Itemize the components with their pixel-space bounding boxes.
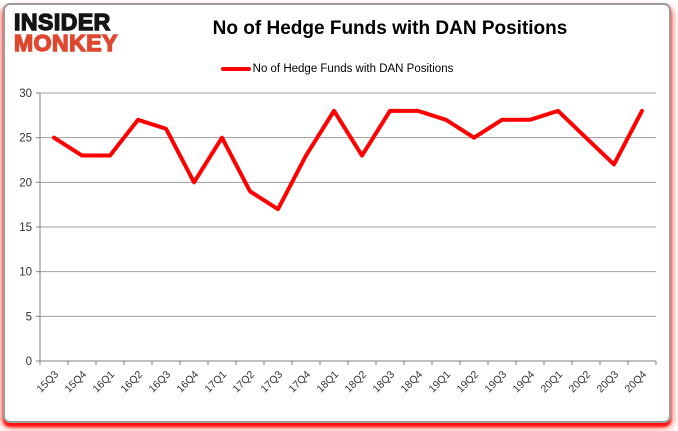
x-axis-label: 17Q4 — [286, 369, 313, 396]
x-axis-label: 18Q3 — [370, 369, 397, 396]
line-chart-svg: 0 5 10 15 20 25 30 15Q3 15Q4 16Q1 16Q2 16Q3 16Q4 17Q1… — [19, 88, 657, 396]
legend-label: No of Hedge Funds with DAN Positions — [252, 63, 454, 75]
x-axis-label: 16Q3 — [146, 369, 173, 396]
x-axis-label: 18Q1 — [314, 369, 341, 396]
y-axis-label: 10 — [19, 267, 32, 279]
y-axis-label: 0 — [26, 356, 32, 368]
legend: No of Hedge Funds with DAN Positions — [5, 63, 669, 75]
x-axis-label: 16Q4 — [174, 369, 201, 396]
chart-title: No of Hedge Funds with DAN Positions — [212, 18, 568, 39]
x-axis-label: 17Q3 — [258, 369, 285, 396]
x-axis-label: 18Q2 — [342, 369, 369, 396]
series-line — [52, 108, 644, 212]
x-axis-label: 15Q3 — [34, 369, 61, 396]
x-axis-label: 16Q2 — [118, 369, 145, 396]
x-axis-label: 19Q3 — [482, 369, 509, 396]
x-axis-label: 19Q1 — [426, 369, 453, 396]
x-axis-label: 16Q1 — [90, 369, 117, 396]
x-axis-label: 20Q2 — [566, 369, 593, 396]
legend-line-swatch-icon — [220, 67, 251, 71]
y-axis-label: 30 — [19, 88, 32, 100]
x-axis-label: 17Q1 — [202, 369, 229, 396]
x-axis-label: 18Q4 — [398, 369, 425, 396]
x-axis-label: 19Q4 — [510, 369, 537, 396]
chart-card: INSIDER MONKEY No of Hedge Funds with DA… — [3, 3, 671, 423]
x-axis-label: 19Q2 — [454, 369, 481, 396]
logo-monkey-text: MONKEY — [13, 30, 118, 57]
x-axis-label: 17Q2 — [230, 369, 257, 396]
y-axis-label: 15 — [19, 222, 32, 234]
x-axis-label: 20Q3 — [594, 369, 621, 396]
logo-insider-text: INSIDER — [13, 9, 111, 35]
insider-monkey-logo: INSIDER MONKEY — [13, 9, 118, 57]
y-axis-label: 25 — [19, 133, 32, 145]
y-axis-label: 20 — [19, 177, 32, 189]
x-axis-label: 20Q4 — [622, 369, 649, 396]
x-axis-label: 20Q1 — [538, 369, 565, 396]
x-axis-label: 15Q4 — [62, 369, 89, 396]
y-axis-label: 5 — [26, 311, 32, 323]
